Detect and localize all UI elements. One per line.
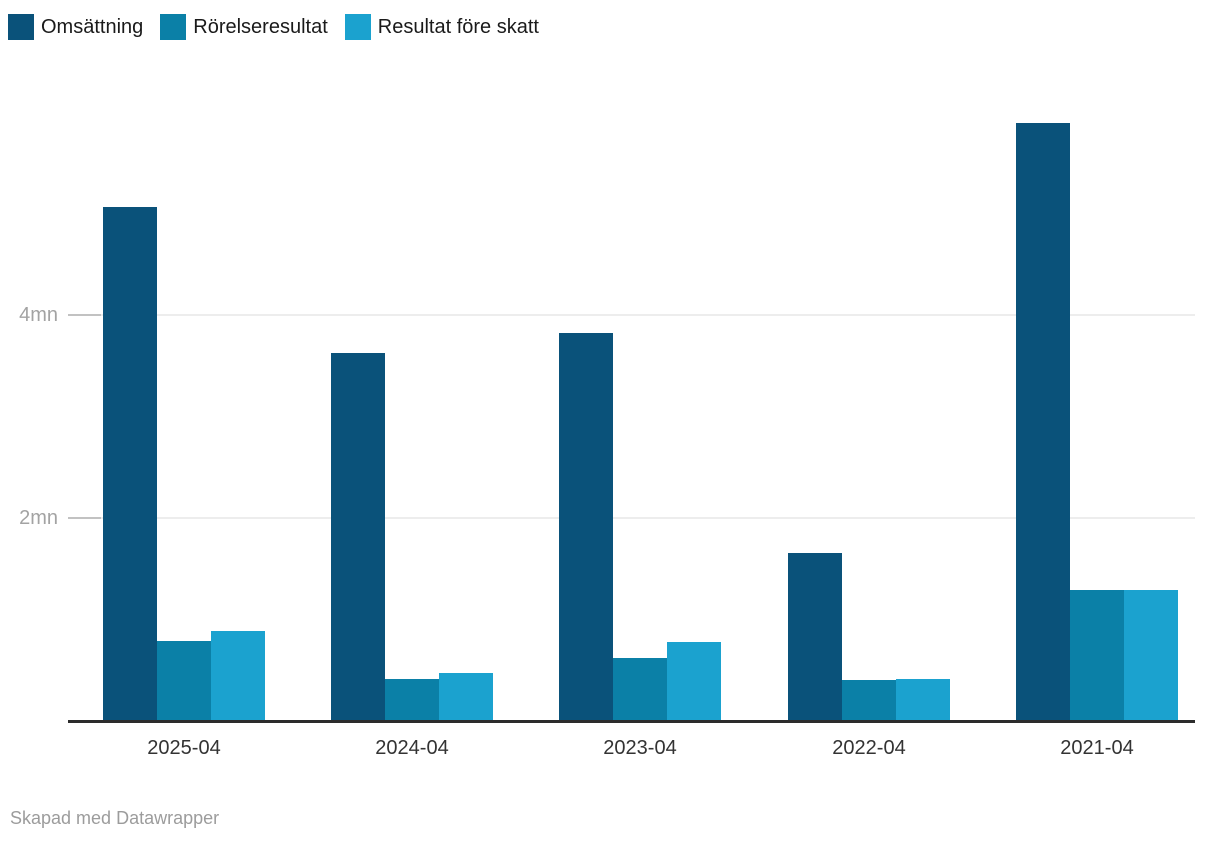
x-axis-label: 2021-04 <box>1060 737 1134 759</box>
grid-line <box>68 517 1195 519</box>
bar[interactable] <box>559 333 613 721</box>
bar[interactable] <box>211 631 265 721</box>
legend-swatch-light-blue <box>344 14 371 40</box>
bar[interactable] <box>613 658 667 721</box>
y-axis-label: 4mn <box>19 304 58 326</box>
bar[interactable] <box>842 680 896 721</box>
x-axis-label: 2025-04 <box>147 737 221 759</box>
legend-item-resultat-fore-skatt: Resultat före skatt <box>344 14 539 40</box>
bar[interactable] <box>439 673 493 721</box>
x-axis-label: 2022-04 <box>832 737 906 759</box>
bar[interactable] <box>1124 590 1178 721</box>
bar[interactable] <box>103 207 157 721</box>
credit-line: Skapad med Datawrapper <box>10 808 220 828</box>
legend-label: Rörelseresultat <box>193 16 328 38</box>
bar[interactable] <box>385 679 439 721</box>
x-axis-label: 2023-04 <box>603 737 677 759</box>
legend-label: Resultat före skatt <box>377 16 539 38</box>
y-axis-label: 2mn <box>19 507 58 529</box>
x-axis-label: 2024-04 <box>375 737 449 759</box>
legend-swatch-dark-blue <box>8 14 34 40</box>
bar[interactable] <box>331 353 385 721</box>
bar[interactable] <box>1070 590 1124 721</box>
bar[interactable] <box>896 679 950 721</box>
bar[interactable] <box>788 553 842 721</box>
bar[interactable] <box>667 642 721 721</box>
x-axis-baseline <box>68 720 1195 723</box>
grid-line <box>68 314 1195 316</box>
legend: Omsättning Rörelseresultat Resultat före… <box>8 14 539 40</box>
legend-swatch-medium-blue <box>160 14 187 40</box>
legend-label: Omsättning <box>41 16 144 38</box>
legend-item-omsattning: Omsättning <box>8 14 143 40</box>
legend-item-rorelseresultat: Rörelseresultat <box>160 14 328 40</box>
grid-tick <box>68 517 101 519</box>
grid-tick <box>68 314 101 316</box>
bar[interactable] <box>1016 123 1070 721</box>
bar[interactable] <box>157 641 211 721</box>
